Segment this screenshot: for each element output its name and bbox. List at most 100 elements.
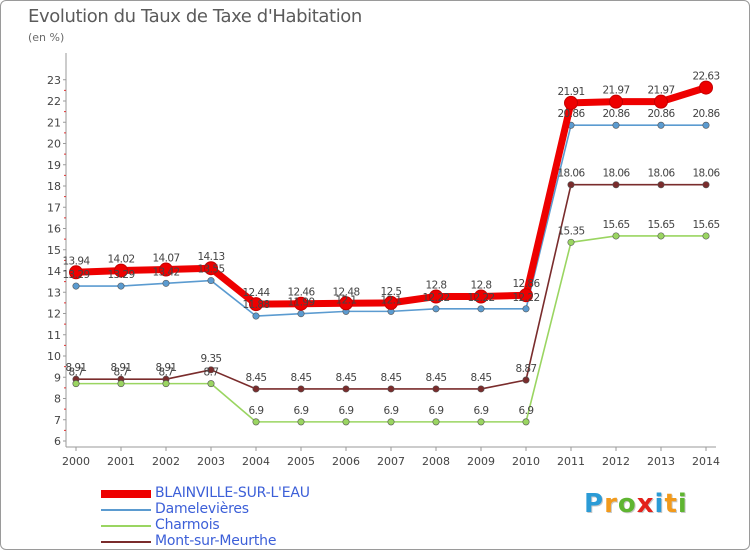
data-label-charmois: 15.35 bbox=[557, 225, 584, 237]
data-point-charmois bbox=[72, 380, 80, 388]
data-label-blainville-sur-l-eau: 12.8 bbox=[426, 280, 447, 292]
data-point-damelevieres bbox=[117, 282, 125, 290]
data-point-damelevieres bbox=[612, 121, 620, 129]
data-point-damelevieres bbox=[432, 305, 440, 313]
data-point-blainville-sur-l-eau bbox=[654, 94, 668, 109]
data-label-charmois: 15.65 bbox=[602, 219, 629, 231]
x-tick-label: 2013 bbox=[647, 455, 675, 468]
data-label-charmois: 6.9 bbox=[249, 405, 264, 417]
x-tick-label: 2008 bbox=[422, 455, 450, 468]
data-point-blainville-sur-l-eau bbox=[519, 288, 533, 303]
y-tick-label: 17 bbox=[47, 201, 61, 214]
y-tick-label: 7 bbox=[54, 414, 61, 427]
y-tick-label: 9 bbox=[54, 371, 61, 384]
data-point-damelevieres bbox=[522, 305, 530, 313]
data-point-blainville-sur-l-eau bbox=[429, 289, 443, 304]
data-point-blainville-sur-l-eau bbox=[114, 263, 128, 278]
data-label-mont-sur-meurthe: 8.45 bbox=[291, 372, 312, 384]
data-label-damelevieres: 11.88 bbox=[242, 299, 269, 311]
data-label-damelevieres: 20.86 bbox=[557, 108, 585, 120]
data-label-damelevieres: 20.86 bbox=[692, 108, 720, 120]
data-label-charmois: 6.9 bbox=[384, 405, 399, 417]
data-point-charmois bbox=[657, 232, 665, 240]
data-point-charmois bbox=[207, 380, 215, 388]
legend-label-charmois: Charmois bbox=[155, 517, 220, 533]
data-label-blainville-sur-l-eau: 14.13 bbox=[197, 251, 224, 263]
x-tick-label: 2001 bbox=[107, 455, 135, 468]
y-tick-label: 23 bbox=[47, 74, 61, 87]
data-point-blainville-sur-l-eau bbox=[339, 296, 353, 311]
data-label-blainville-sur-l-eau: 13.94 bbox=[62, 255, 90, 267]
logo-letter: r bbox=[604, 489, 618, 519]
data-label-mont-sur-meurthe: 8.45 bbox=[471, 372, 492, 384]
data-point-charmois bbox=[162, 380, 170, 388]
data-label-damelevieres: 12.1 bbox=[336, 294, 357, 306]
data-label-blainville-sur-l-eau: 12.8 bbox=[471, 280, 492, 292]
data-point-charmois bbox=[117, 380, 125, 388]
x-tick-label: 2003 bbox=[197, 455, 225, 468]
y-tick-label: 15 bbox=[47, 244, 61, 257]
data-label-charmois: 6.9 bbox=[429, 405, 444, 417]
y-tick-label: 12 bbox=[47, 308, 61, 321]
data-label-mont-sur-meurthe: 18.06 bbox=[647, 168, 675, 180]
data-label-damelevieres: 20.86 bbox=[647, 108, 675, 120]
data-point-blainville-sur-l-eau bbox=[294, 296, 308, 311]
data-point-blainville-sur-l-eau bbox=[204, 261, 218, 276]
data-label-mont-sur-meurthe: 8.45 bbox=[246, 372, 267, 384]
data-label-charmois: 8.7 bbox=[159, 367, 174, 379]
data-label-blainville-sur-l-eau: 14.02 bbox=[107, 254, 134, 266]
x-tick-label: 2006 bbox=[332, 455, 360, 468]
data-label-charmois: 6.9 bbox=[339, 405, 354, 417]
x-tick-label: 2007 bbox=[377, 455, 405, 468]
data-point-blainville-sur-l-eau bbox=[564, 95, 578, 110]
legend-swatch-blainville bbox=[101, 490, 151, 498]
y-tick-label: 6 bbox=[54, 435, 61, 448]
data-point-mont-sur-meurthe bbox=[387, 385, 395, 393]
legend: BLAINVILLE-SUR-L'EAU Damelevières Charmo… bbox=[101, 485, 361, 549]
data-label-mont-sur-meurthe: 8.45 bbox=[426, 372, 447, 384]
y-tick-label: 11 bbox=[47, 329, 61, 342]
data-label-damelevieres: 13.29 bbox=[107, 269, 134, 281]
data-point-mont-sur-meurthe bbox=[432, 385, 440, 393]
y-tick-label: 13 bbox=[47, 286, 61, 299]
data-label-blainville-sur-l-eau: 21.91 bbox=[557, 86, 584, 98]
x-tick-label: 2004 bbox=[242, 455, 270, 468]
legend-item: Damelevières bbox=[101, 501, 361, 518]
data-point-blainville-sur-l-eau bbox=[159, 262, 173, 277]
legend-item: Charmois bbox=[101, 517, 361, 534]
data-label-blainville-sur-l-eau: 12.44 bbox=[242, 287, 270, 299]
data-label-charmois: 8.7 bbox=[204, 367, 219, 379]
y-tick-label: 16 bbox=[47, 223, 61, 236]
x-tick-label: 2014 bbox=[692, 455, 720, 468]
data-point-damelevieres bbox=[207, 277, 215, 285]
x-tick-label: 2009 bbox=[467, 455, 495, 468]
data-label-damelevieres: 12.22 bbox=[512, 292, 539, 304]
data-point-mont-sur-meurthe bbox=[567, 181, 575, 189]
proxiti-logo: Proxiti bbox=[584, 489, 688, 519]
data-point-charmois bbox=[522, 418, 530, 426]
legend-label-mont-sur-meurthe: Mont-sur-Meurthe bbox=[155, 533, 277, 549]
data-label-charmois: 8.7 bbox=[69, 367, 84, 379]
data-point-damelevieres bbox=[252, 312, 260, 320]
data-point-mont-sur-meurthe bbox=[297, 385, 305, 393]
data-label-mont-sur-meurthe: 9.35 bbox=[201, 353, 222, 365]
data-label-charmois: 6.9 bbox=[294, 405, 309, 417]
data-point-charmois bbox=[567, 238, 575, 246]
x-tick-label: 2012 bbox=[602, 455, 630, 468]
x-tick-label: 2011 bbox=[557, 455, 585, 468]
data-label-damelevieres: 20.86 bbox=[602, 108, 630, 120]
y-tick-label: 22 bbox=[47, 95, 61, 108]
logo-letter: P bbox=[584, 489, 605, 519]
data-label-charmois: 15.65 bbox=[647, 219, 674, 231]
data-point-charmois bbox=[477, 418, 485, 426]
data-label-blainville-sur-l-eau: 12.46 bbox=[287, 287, 315, 299]
legend-label-blainville: BLAINVILLE-SUR-L'EAU bbox=[155, 485, 310, 501]
data-label-mont-sur-meurthe: 18.06 bbox=[557, 168, 585, 180]
chart-title: Evolution du Taux de Taxe d'Habitation bbox=[28, 6, 362, 27]
legend-swatch-charmois bbox=[101, 525, 151, 527]
data-point-blainville-sur-l-eau bbox=[384, 295, 398, 310]
data-point-mont-sur-meurthe bbox=[702, 181, 710, 189]
data-point-mont-sur-meurthe bbox=[342, 385, 350, 393]
